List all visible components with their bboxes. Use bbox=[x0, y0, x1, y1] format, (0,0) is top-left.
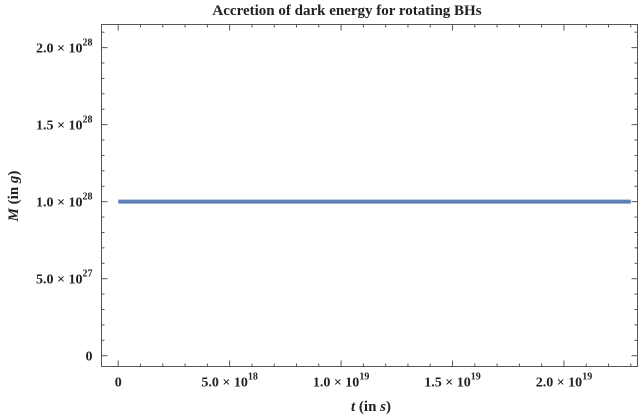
y-axis-label-unit: g bbox=[6, 175, 22, 184]
y-axis-label-var: M bbox=[6, 207, 22, 222]
y-tick-label: 5.0 × 1027 bbox=[36, 269, 92, 288]
x-axis-label-rest: (in bbox=[355, 399, 380, 415]
y-tick-label: 2.0 × 1028 bbox=[36, 38, 92, 57]
x-tick-label: 5.0 × 1018 bbox=[201, 372, 257, 391]
x-tick-label: 1.0 × 1019 bbox=[313, 372, 369, 391]
y-tick-label: 1.5 × 1028 bbox=[36, 115, 92, 134]
y-axis-label-close: ) bbox=[6, 171, 22, 176]
x-tick-label: 2.0 × 1019 bbox=[536, 372, 592, 391]
x-axis-label-var: t bbox=[351, 399, 356, 415]
y-axis-label-rest: (in bbox=[6, 183, 22, 208]
ticks-layer bbox=[101, 24, 638, 367]
y-tick-label: 1.0 × 1028 bbox=[36, 192, 92, 211]
chart-title: Accretion of dark energy for rotating BH… bbox=[212, 3, 481, 19]
plot-frame bbox=[101, 24, 638, 367]
y-tick-label: 0 bbox=[86, 350, 93, 365]
x-axis-label-close: ) bbox=[386, 399, 391, 415]
x-axis-label-unit: s bbox=[379, 399, 386, 415]
y-axis-label: M (in g) bbox=[6, 171, 22, 223]
x-tick-label: 1.5 × 1019 bbox=[424, 372, 480, 391]
x-tick-label: 0 bbox=[115, 376, 122, 391]
x-axis-label: t (in s) bbox=[351, 399, 391, 415]
tick-labels-layer: 0 5.0 × 1018 1.0 × 1019 1.5 × 1019 2.0 × 101… bbox=[36, 38, 592, 391]
